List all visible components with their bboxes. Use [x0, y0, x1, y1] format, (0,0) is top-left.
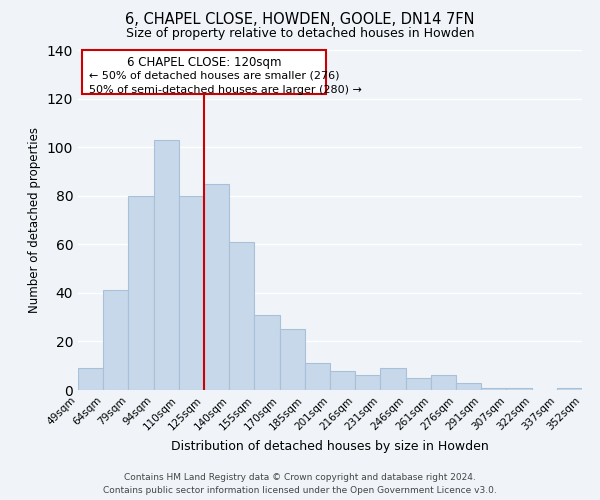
Bar — [78, 368, 103, 390]
Bar — [305, 364, 330, 390]
Bar — [154, 140, 179, 390]
Bar — [557, 388, 582, 390]
X-axis label: Distribution of detached houses by size in Howden: Distribution of detached houses by size … — [171, 440, 489, 453]
Bar — [506, 388, 532, 390]
Bar — [481, 388, 506, 390]
Bar — [380, 368, 406, 390]
Bar — [229, 242, 254, 390]
Text: 6 CHAPEL CLOSE: 120sqm: 6 CHAPEL CLOSE: 120sqm — [127, 56, 281, 69]
Text: Size of property relative to detached houses in Howden: Size of property relative to detached ho… — [126, 28, 474, 40]
Bar — [355, 376, 380, 390]
Text: Contains HM Land Registry data © Crown copyright and database right 2024.
Contai: Contains HM Land Registry data © Crown c… — [103, 474, 497, 495]
Bar — [179, 196, 204, 390]
Bar — [128, 196, 154, 390]
Bar — [431, 376, 456, 390]
Text: ← 50% of detached houses are smaller (276): ← 50% of detached houses are smaller (27… — [89, 70, 340, 81]
Bar — [103, 290, 128, 390]
Text: 50% of semi-detached houses are larger (280) →: 50% of semi-detached houses are larger (… — [89, 85, 362, 95]
Bar — [456, 382, 481, 390]
Bar — [330, 370, 355, 390]
FancyBboxPatch shape — [82, 50, 326, 94]
Bar — [254, 314, 280, 390]
Y-axis label: Number of detached properties: Number of detached properties — [28, 127, 41, 313]
Text: 6, CHAPEL CLOSE, HOWDEN, GOOLE, DN14 7FN: 6, CHAPEL CLOSE, HOWDEN, GOOLE, DN14 7FN — [125, 12, 475, 28]
Bar — [280, 330, 305, 390]
Bar — [406, 378, 431, 390]
Bar — [204, 184, 229, 390]
